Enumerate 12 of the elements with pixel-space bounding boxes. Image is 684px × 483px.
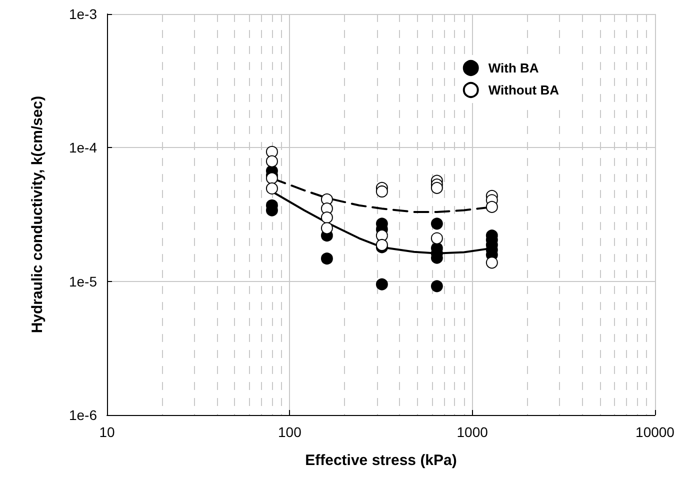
y-tick-label: 1e-5 <box>68 273 98 290</box>
x-tick-label: 10 <box>99 424 115 440</box>
x-tick-label: 10000 <box>636 424 675 440</box>
y-tick-label: 1e-6 <box>68 407 98 423</box>
y-tick-label: 1e-3 <box>68 6 98 22</box>
x-tick-label: 100 <box>278 424 302 440</box>
y-axis-title: Hydraulic conductivity, k(cm/sec) <box>29 96 46 334</box>
x-tick-label: 1000 <box>456 424 488 440</box>
x-axis-title: Effective stress (kPa) <box>305 452 457 469</box>
legend-label: With BA <box>488 60 540 76</box>
y-tick-label: 1e-4 <box>68 140 98 156</box>
legend-label: Without BA <box>488 82 560 98</box>
